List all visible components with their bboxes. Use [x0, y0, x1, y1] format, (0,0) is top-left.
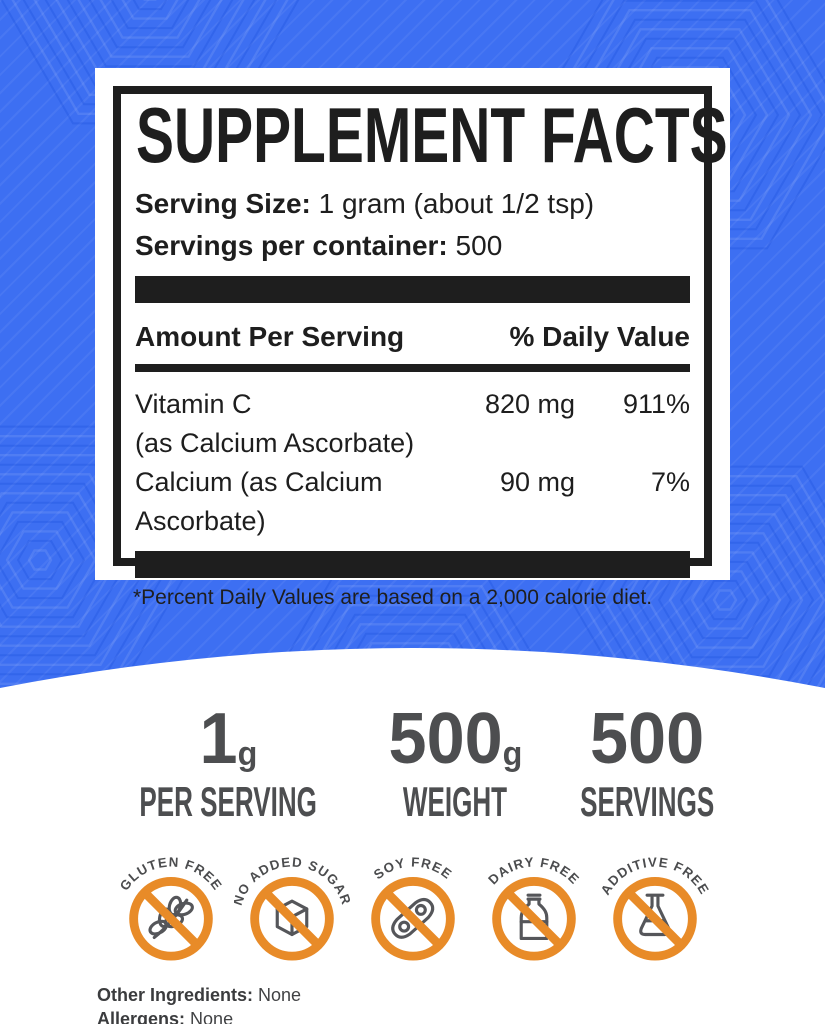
serving-size-line: Serving Size: 1 gram (about 1/2 tsp): [135, 188, 690, 220]
badge-additive-free: ADDITIVE FREE: [597, 846, 713, 971]
stat-label: WEIGHT: [403, 778, 508, 825]
stat-unit: g: [237, 735, 258, 773]
nutrient-daily-value: 911%: [622, 388, 690, 419]
nutrient-name: Calcium (as Calcium Ascorbate): [135, 467, 383, 537]
stat-weight: 500g WEIGHT: [371, 703, 539, 828]
amount-per-serving-header: Amount Per Serving: [135, 320, 405, 352]
stat-label: PER SERVING: [139, 778, 317, 825]
separator-bar-bottom: [135, 551, 690, 579]
nutrient-amount: 90 mg: [499, 467, 575, 498]
stat-value: 500: [590, 703, 704, 775]
servings-per-container-line: Servings per container: 500: [135, 230, 690, 262]
separator-bar-top: [135, 275, 690, 303]
badge-gluten-free: GLUTEN FREE: [113, 846, 229, 971]
svg-text:GLUTEN FREE: GLUTEN FREE: [116, 854, 225, 893]
stat-value: 500g: [388, 703, 522, 775]
stat-number: 500: [388, 699, 503, 779]
other-ingredients-line: Other Ingredients: None: [97, 984, 301, 1008]
nutrient-daily-value: 7%: [650, 467, 690, 498]
nutrient-source-note: (as Calcium Ascorbate): [135, 427, 415, 458]
badge-label: GLUTEN FREE: [116, 854, 223, 893]
stat-number: 500: [590, 699, 705, 779]
servings-value: 500: [455, 229, 503, 261]
daily-value-header: % Daily Value: [509, 320, 690, 352]
nutrient-amount: 820 mg: [484, 388, 575, 419]
ingredients-footer: Other Ingredients: None Allergens: None: [97, 984, 301, 1024]
badge-no-added-sugar: NO ADDED SUGAR: [229, 846, 352, 971]
nutrient-row-calcium: Calcium (as Calcium Ascorbate) 90 mg 7%: [135, 463, 690, 541]
badge-soy-free: SOY FREE: [355, 846, 471, 971]
serving-size-value: 1 gram (about 1/2 tsp): [318, 187, 595, 219]
stat-value: 1g: [199, 703, 257, 775]
badges-row: GLUTEN FREE NO ADDED SUGAR: [0, 846, 825, 971]
allergens-label: Allergens:: [97, 1008, 186, 1024]
facts-border-box: SUPPLEMENT FACTS Serving Size: 1 gram (a…: [113, 86, 728, 609]
nutrient-rows: Vitamin C 820 mg 911% (as Calcium Ascorb…: [135, 385, 690, 542]
serving-size-label: Serving Size:: [135, 187, 311, 219]
stat-label: SERVINGS: [580, 778, 715, 825]
facts-title: SUPPLEMENT FACTS: [136, 91, 728, 179]
facts-header-row: Amount Per Serving % Daily Value: [135, 321, 690, 353]
header-rule: [135, 363, 690, 372]
stat-unit: g: [502, 735, 523, 773]
nutrient-row-vitamin-c: Vitamin C 820 mg 911%: [135, 385, 690, 424]
servings-label: Servings per container:: [135, 229, 448, 261]
stat-per-serving: 1g PER SERVING: [85, 703, 371, 828]
stat-number: 1: [199, 699, 238, 779]
supplement-facts-panel: SUPPLEMENT FACTS Serving Size: 1 gram (a…: [95, 68, 730, 609]
stats-row: 1g PER SERVING 500g WEIGHT 500 SERVINGS: [85, 703, 745, 828]
badge-dairy-free: DAIRY FREE: [476, 846, 592, 971]
daily-value-footnote: *Percent Daily Values are based on a 2,0…: [133, 586, 653, 610]
nutrient-name: Vitamin C: [135, 388, 252, 419]
svg-text:ADDITIVE FREE: ADDITIVE FREE: [597, 854, 712, 897]
other-ingredients-value: None: [258, 985, 302, 1005]
allergens-value: None: [190, 1008, 234, 1024]
badge-label: ADDITIVE FREE: [597, 854, 710, 897]
soy-pod-icon: [390, 897, 434, 939]
other-ingredients-label: Other Ingredients:: [97, 985, 254, 1005]
stat-servings: 500 SERVINGS: [539, 703, 755, 828]
allergens-line: Allergens: None: [97, 1008, 301, 1024]
